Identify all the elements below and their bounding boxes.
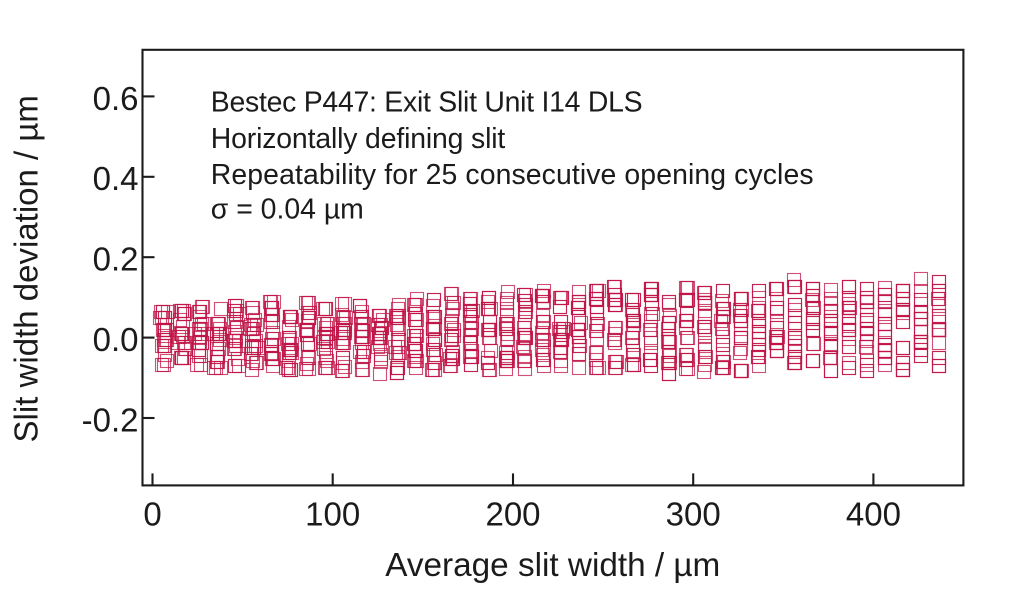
svg-text:0.4: 0.4 [93,160,139,197]
svg-text:Repeatability for 25 consecuti: Repeatability for 25 consecutive opening… [211,159,814,191]
svg-text:Average slit width / µm: Average slit width / µm [385,547,720,584]
svg-text:σ = 0.04 µm: σ = 0.04 µm [211,194,364,226]
svg-text:100: 100 [305,495,360,532]
svg-text:0: 0 [143,495,161,532]
svg-text:400: 400 [846,495,901,532]
svg-text:0.0: 0.0 [93,321,139,358]
svg-text:Slit width deviation / µm: Slit width deviation / µm [8,95,45,442]
svg-text:200: 200 [485,495,540,532]
svg-text:0.2: 0.2 [93,241,139,278]
svg-text:-0.2: -0.2 [82,401,139,438]
svg-text:Horizontally defining slit: Horizontally defining slit [211,123,506,155]
svg-text:300: 300 [666,495,721,532]
svg-text:0.6: 0.6 [93,80,139,117]
svg-text:Bestec P447: Exit Slit Unit I1: Bestec P447: Exit Slit Unit I14 DLS [211,87,643,119]
